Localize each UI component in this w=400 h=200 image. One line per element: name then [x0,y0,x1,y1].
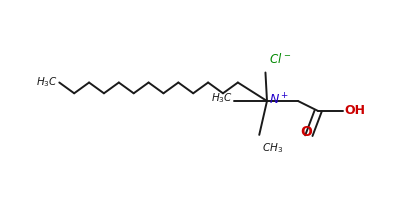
Text: $CH_3$: $CH_3$ [262,141,284,155]
Text: $H_3C$: $H_3C$ [36,76,58,89]
Text: $Cl^-$: $Cl^-$ [268,52,291,66]
Text: $H_3C$: $H_3C$ [211,91,233,105]
Text: $N^+$: $N^+$ [270,93,290,108]
Text: OH: OH [344,104,366,117]
Text: O: O [300,126,312,140]
